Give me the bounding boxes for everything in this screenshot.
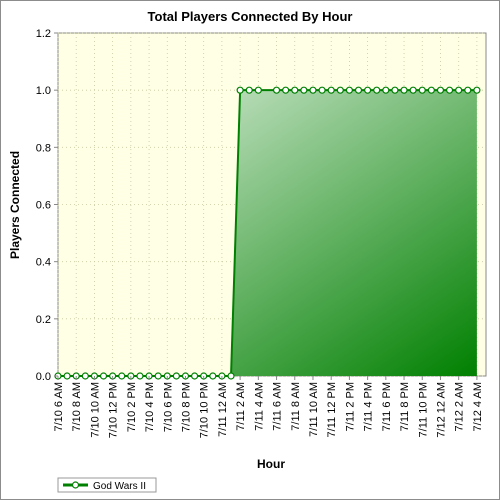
data-point — [209, 372, 217, 380]
x-ticks: 7/10 6 AM 7/10 8 AM 7/10 10 AM 7/10 12 PM 7/… — [53, 376, 484, 438]
data-point — [300, 86, 308, 94]
x-tick-label: 7/10 10 PM — [199, 382, 211, 438]
data-point — [418, 86, 426, 94]
x-tick-label: 7/11 10 PM — [417, 382, 429, 437]
data-point — [63, 372, 71, 380]
x-tick-label: 7/10 8 PM — [180, 382, 192, 432]
x-tick-label: 7/12 4 AM — [472, 382, 484, 432]
legend-box — [57, 477, 157, 493]
data-point — [118, 372, 126, 380]
x-axis-label: Hour — [257, 457, 285, 471]
data-point — [373, 86, 381, 94]
data-point — [364, 86, 372, 94]
data-point — [254, 86, 262, 94]
chart-title: Total Players Connected By Hour — [148, 9, 353, 24]
data-point — [409, 86, 417, 94]
legend-entry-label: God Wars II — [93, 481, 146, 492]
data-point — [81, 372, 89, 380]
data-point — [309, 86, 317, 94]
y-tick-label: 1.0 — [36, 85, 51, 97]
data-point — [427, 86, 435, 94]
data-point — [354, 86, 363, 94]
data-point — [445, 86, 454, 94]
data-point — [318, 86, 326, 94]
data-point — [99, 372, 108, 380]
line-layer — [58, 89, 477, 377]
area-layer — [58, 90, 477, 377]
x-tick-label: 7/11 12 AM — [217, 382, 229, 437]
series-line-god-wars — [58, 89, 477, 377]
x-tick-label: 7/10 12 PM — [108, 382, 120, 438]
series-area-god-wars — [58, 90, 477, 377]
data-point — [382, 86, 390, 94]
data-point — [282, 86, 290, 94]
x-tick-label: 7/11 6 PM — [381, 382, 393, 431]
data-point — [245, 86, 253, 94]
y-tick-label: 0.4 — [36, 257, 51, 269]
data-point — [436, 86, 445, 94]
x-tick-label: 7/10 8 AM — [71, 382, 83, 432]
data-point — [154, 372, 162, 380]
x-tick-label: 7/11 4 AM — [253, 382, 265, 431]
x-tick-label: 7/11 4 PM — [363, 382, 375, 431]
x-tick-label: 7/11 10 AM — [308, 382, 320, 437]
x-tick-label: 7/12 2 AM — [454, 382, 466, 432]
x-tick-label: 7/11 8 AM — [290, 382, 302, 431]
x-tick-label: 7/11 12 PM — [326, 382, 338, 437]
data-point — [327, 86, 335, 94]
y-tick-label: 0.6 — [36, 200, 51, 212]
data-point — [473, 86, 481, 94]
y-axis-label: Players Connected — [8, 151, 22, 259]
x-tick-label: 7/11 2 AM — [235, 382, 247, 431]
data-point — [236, 86, 244, 94]
data-point — [227, 372, 235, 380]
data-point — [391, 86, 399, 94]
data-point — [345, 86, 354, 94]
data-point — [190, 372, 199, 380]
y-tick-label: 1.2 — [36, 28, 51, 40]
y-tick-label: 0.8 — [36, 142, 51, 154]
data-point — [464, 86, 472, 94]
data-point — [400, 86, 408, 94]
x-tick-label: 7/11 6 AM — [272, 382, 284, 431]
data-point — [272, 86, 281, 94]
data-point — [455, 86, 463, 94]
marker-layer — [54, 86, 481, 380]
y-ticks: 0.0 0.2 0.4 0.6 0.8 1.0 1.2 — [36, 28, 58, 383]
x-tick-label: 7/10 6 PM — [162, 382, 174, 432]
x-tick-label: 7/10 6 AM — [53, 382, 65, 432]
y-tick-label: 0.2 — [36, 314, 51, 326]
data-point — [172, 372, 180, 380]
x-tick-label: 7/10 10 AM — [89, 382, 101, 438]
x-tick-label: 7/11 2 PM — [344, 382, 356, 431]
x-tick-label: 7/12 12 AM — [435, 382, 447, 438]
data-point — [291, 86, 299, 94]
x-tick-label: 7/10 2 PM — [126, 382, 138, 432]
data-point — [136, 372, 144, 380]
legend: God Wars II — [57, 477, 157, 493]
data-point — [336, 86, 344, 94]
x-tick-label: 7/11 8 PM — [399, 382, 411, 431]
y-tick-label: 0.0 — [36, 371, 51, 383]
x-tick-label: 7/10 4 PM — [144, 382, 156, 432]
legend-swatch-marker — [71, 481, 80, 489]
